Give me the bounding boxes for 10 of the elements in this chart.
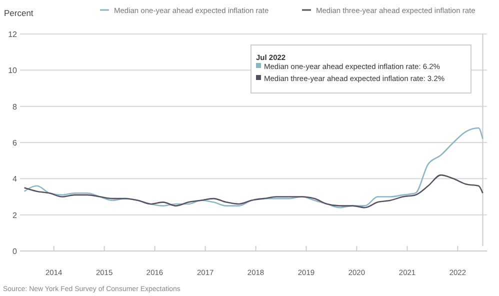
y-tick-label: 8 (12, 102, 18, 112)
y-tick-label: 0 (12, 247, 18, 256)
y-tick-label: 2 (12, 210, 18, 220)
y-tick-label: 10 (8, 66, 18, 76)
y-tick-label: 6 (12, 138, 18, 148)
line-series (24, 174, 484, 208)
line-series (24, 127, 484, 208)
y-axis-title: Percent (4, 8, 34, 18)
y-tick-label: 12 (8, 30, 18, 39)
y-tick-label: 4 (12, 174, 18, 184)
